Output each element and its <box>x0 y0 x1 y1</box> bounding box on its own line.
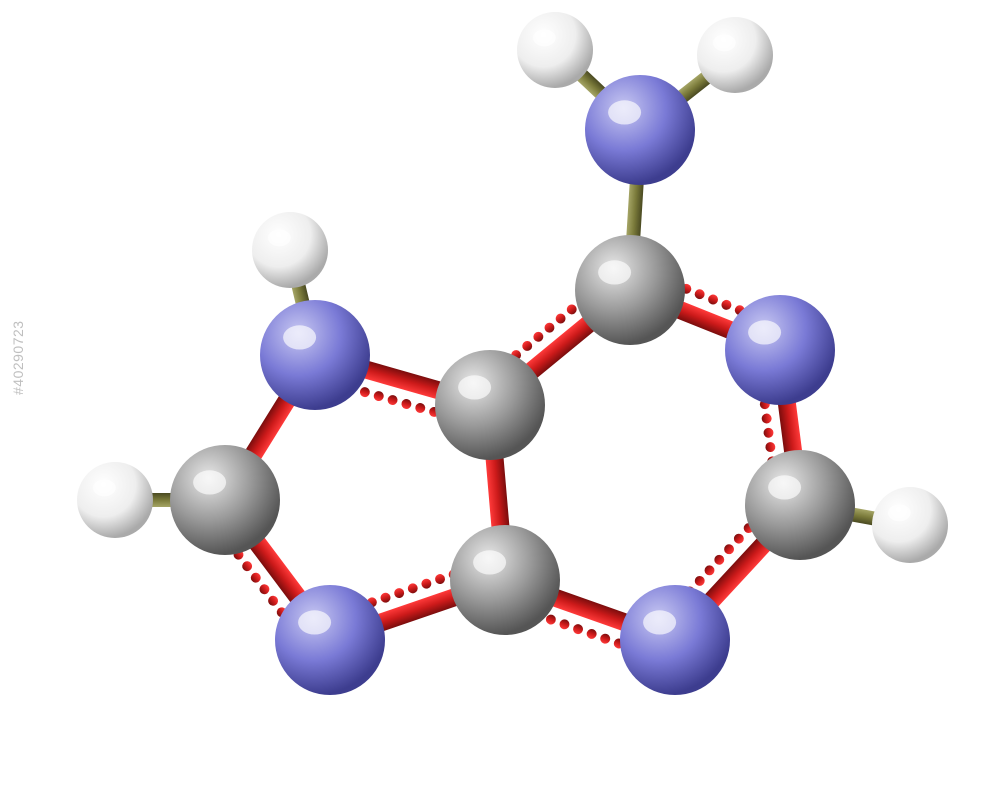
atom-H10b <box>697 17 773 93</box>
atom-H7 <box>252 212 328 288</box>
atom-C6 <box>575 235 685 345</box>
atom-H2 <box>872 487 948 563</box>
atom-C2 <box>745 450 855 560</box>
atom-N10 <box>585 75 695 185</box>
atom-C5 <box>435 350 545 460</box>
atom-N9 <box>275 585 385 695</box>
molecule-diagram: #40290723 <box>0 0 1000 789</box>
atom-N7 <box>260 300 370 410</box>
atom-N1 <box>725 295 835 405</box>
molecule-svg <box>0 0 1000 789</box>
atom-C8 <box>170 445 280 555</box>
atom-H10a <box>517 12 593 88</box>
atom-H8 <box>77 462 153 538</box>
watermark-text: #40290723 <box>10 320 26 395</box>
atom-N3 <box>620 585 730 695</box>
atom-C4 <box>450 525 560 635</box>
